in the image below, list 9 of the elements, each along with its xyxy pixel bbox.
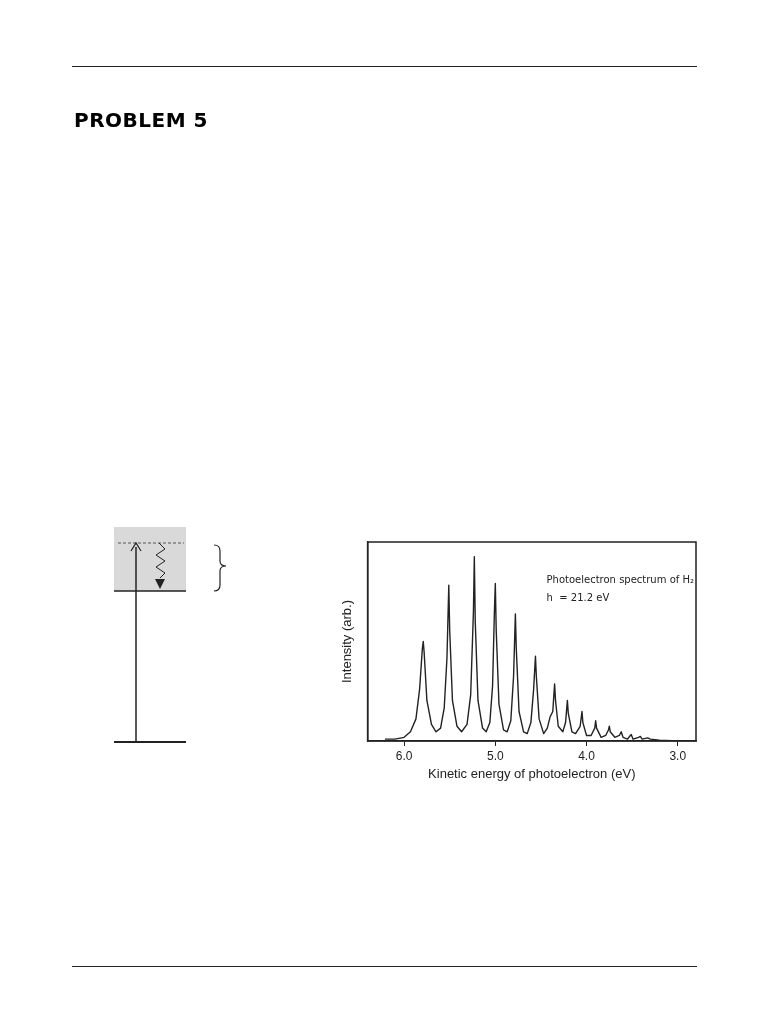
x-tick-label: 5.0: [486, 748, 504, 763]
text: PROBLEM 5: [74, 108, 208, 132]
annotation: h = 21.2 eV: [546, 591, 610, 603]
x-tick-label: 3.0: [669, 748, 687, 763]
x-tick-label: 4.0: [578, 748, 596, 763]
y-axis-title: Intensity (arb.): [339, 599, 355, 684]
x-tick-label: 6.0: [395, 748, 413, 763]
x-axis-title: Kinetic energy of photoelectron (eV): [428, 765, 636, 781]
annotation: Photoelectron spectrum of H₂: [546, 573, 694, 585]
